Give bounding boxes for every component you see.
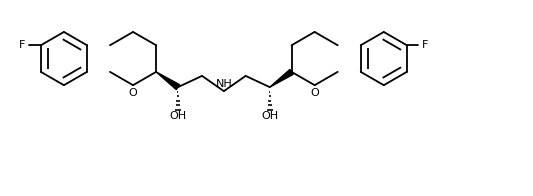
Text: O: O [310, 88, 319, 98]
Text: F: F [19, 40, 25, 50]
Text: O: O [128, 88, 138, 98]
Text: F: F [422, 40, 428, 50]
Text: OH: OH [261, 111, 278, 121]
Polygon shape [156, 72, 180, 90]
Text: NH: NH [215, 79, 232, 89]
Text: OH: OH [169, 111, 187, 121]
Polygon shape [270, 69, 293, 87]
